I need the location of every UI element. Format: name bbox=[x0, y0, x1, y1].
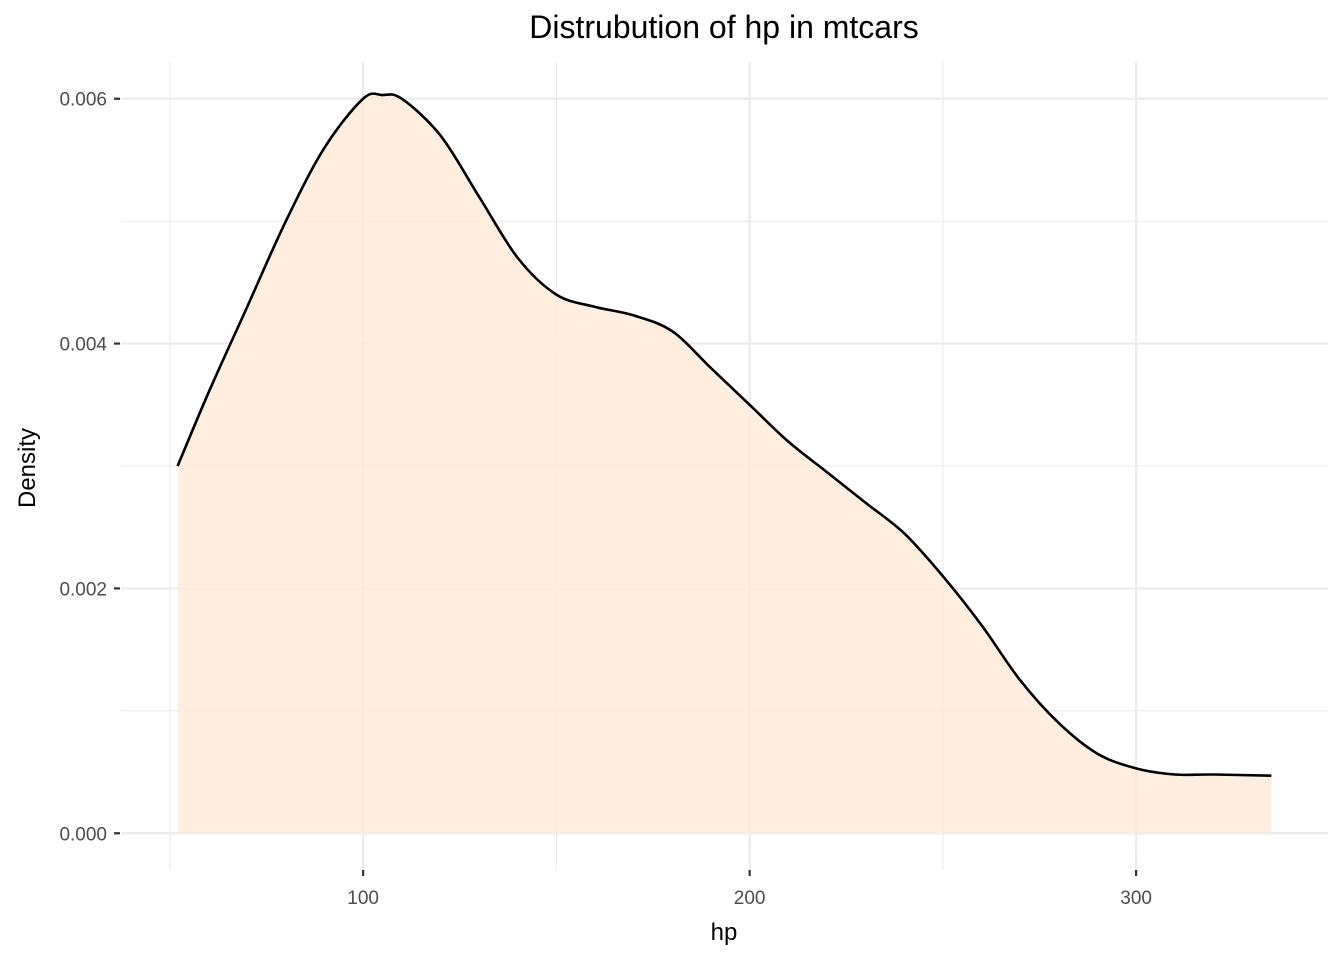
density-area bbox=[177, 93, 1272, 834]
y-tick-label: 0.002 bbox=[59, 579, 107, 600]
y-axis-ticks: 0.000 0.002 0.004 0.006 bbox=[59, 90, 120, 845]
density-line bbox=[176, 92, 1272, 778]
chart-title: Distrubution of hp in mtcars bbox=[529, 9, 919, 45]
x-tick-label: 200 bbox=[734, 888, 766, 909]
x-axis-ticks: 100 200 300 bbox=[347, 870, 1152, 909]
y-tick-label: 0.006 bbox=[59, 90, 107, 111]
x-axis-title: hp bbox=[711, 919, 738, 946]
y-tick-label: 0.004 bbox=[59, 335, 107, 356]
y-tick-label: 0.000 bbox=[59, 824, 107, 845]
x-tick-label: 300 bbox=[1120, 888, 1152, 909]
y-axis-title: Density bbox=[14, 428, 41, 508]
x-tick-label: 100 bbox=[347, 888, 379, 909]
